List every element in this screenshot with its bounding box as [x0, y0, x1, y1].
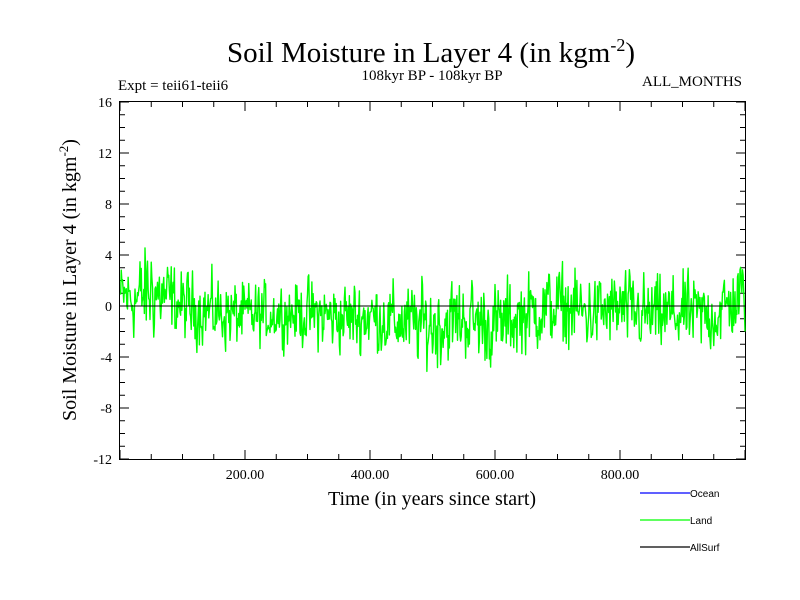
y-tick-label: -4	[100, 351, 112, 366]
subtitle-left: Expt = teii61-teii6	[118, 78, 229, 94]
x-tick-label: 200.00	[226, 468, 265, 483]
legend-label-ocean: Ocean	[690, 489, 719, 500]
x-axis-label: Time (in years since start)	[328, 488, 536, 510]
series-group	[119, 247, 746, 373]
tick-labels: -12 -8 -4 0 4 8 12 16 200.00 400.00 600.00 800.00	[93, 96, 639, 483]
y-tick-label: -12	[93, 453, 112, 468]
chart-title: Soil Moisture in Layer 4 (in kgm-2)	[227, 35, 635, 69]
legend-label-allsurf: AllSurf	[690, 543, 720, 554]
y-axis-label: Soil Moisture in Layer 4 (in kgm-2)	[56, 139, 81, 421]
legend-label-land: Land	[690, 516, 712, 527]
y-tick-label: 0	[105, 300, 112, 315]
y-tick-label: -8	[100, 402, 112, 417]
subtitle-center: 108kyr BP - 108kyr BP	[361, 68, 502, 84]
plot-frame	[119, 101, 746, 460]
y-tick-label: 4	[105, 249, 112, 264]
x-tick-label: 600.00	[476, 468, 515, 483]
series-line-land	[119, 247, 746, 373]
legend: Ocean Land AllSurf	[640, 489, 720, 554]
y-tick-label: 12	[98, 147, 112, 162]
x-tick-label: 800.00	[601, 468, 640, 483]
x-tick-label: 400.00	[351, 468, 390, 483]
axis-ticks	[119, 101, 746, 460]
y-tick-label: 8	[105, 198, 112, 213]
y-tick-label: 16	[98, 96, 112, 111]
subtitle-right: ALL_MONTHS	[642, 74, 742, 90]
